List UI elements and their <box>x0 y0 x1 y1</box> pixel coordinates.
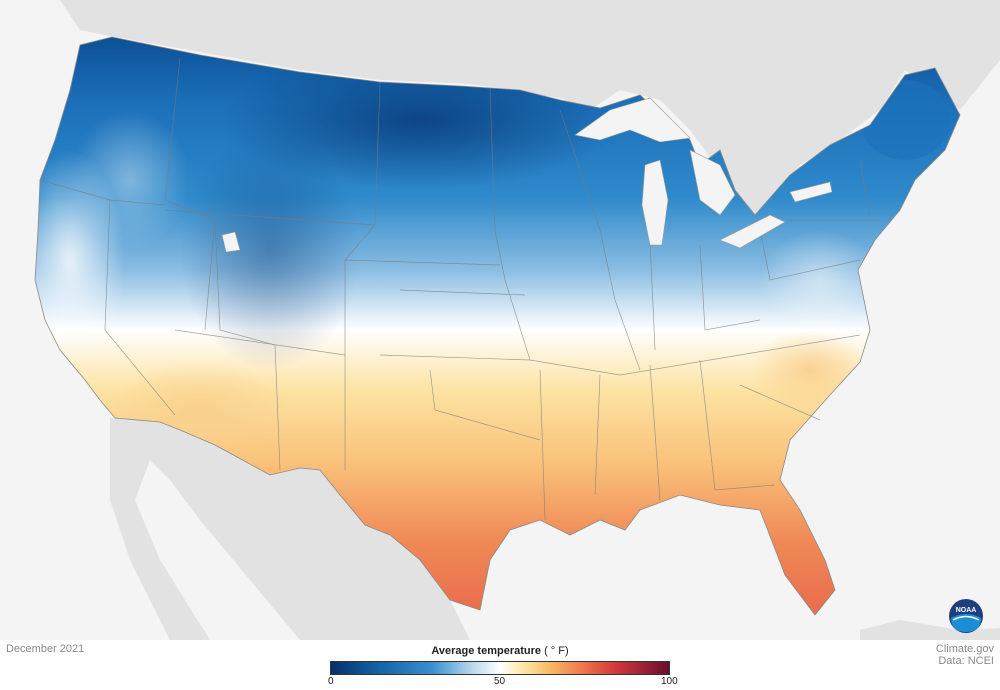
lake-huron <box>689 149 736 216</box>
temperature-map <box>34 0 1000 640</box>
source-line-2: Data: NCEI <box>938 655 994 667</box>
source-line-1: Climate.gov <box>935 643 994 655</box>
great-salt-lake <box>221 231 241 253</box>
lake-superior <box>574 97 691 143</box>
legend-tick-100: 100 <box>661 676 678 687</box>
lake-erie <box>719 214 786 249</box>
legend-tick-50: 50 <box>494 676 506 687</box>
legend-title: Average temperature ( ° F) <box>330 645 670 657</box>
great-lakes <box>221 97 833 253</box>
lake-ontario <box>789 181 833 203</box>
legend-tick-0: 0 <box>328 676 334 687</box>
canada-land <box>60 0 1000 225</box>
state-borders <box>39 57 880 521</box>
legend-colorbar <box>330 661 670 675</box>
legend-title-text: Average temperature <box>431 645 541 657</box>
noaa-logo: NOAA <box>949 599 983 633</box>
noaa-logo-text: NOAA <box>956 607 977 614</box>
legend-unit: ( ° F) <box>544 645 569 657</box>
mexico-land <box>110 418 470 640</box>
lake-michigan <box>641 159 669 246</box>
map-date: December 2021 <box>6 643 85 655</box>
cuba-land <box>860 620 1000 640</box>
